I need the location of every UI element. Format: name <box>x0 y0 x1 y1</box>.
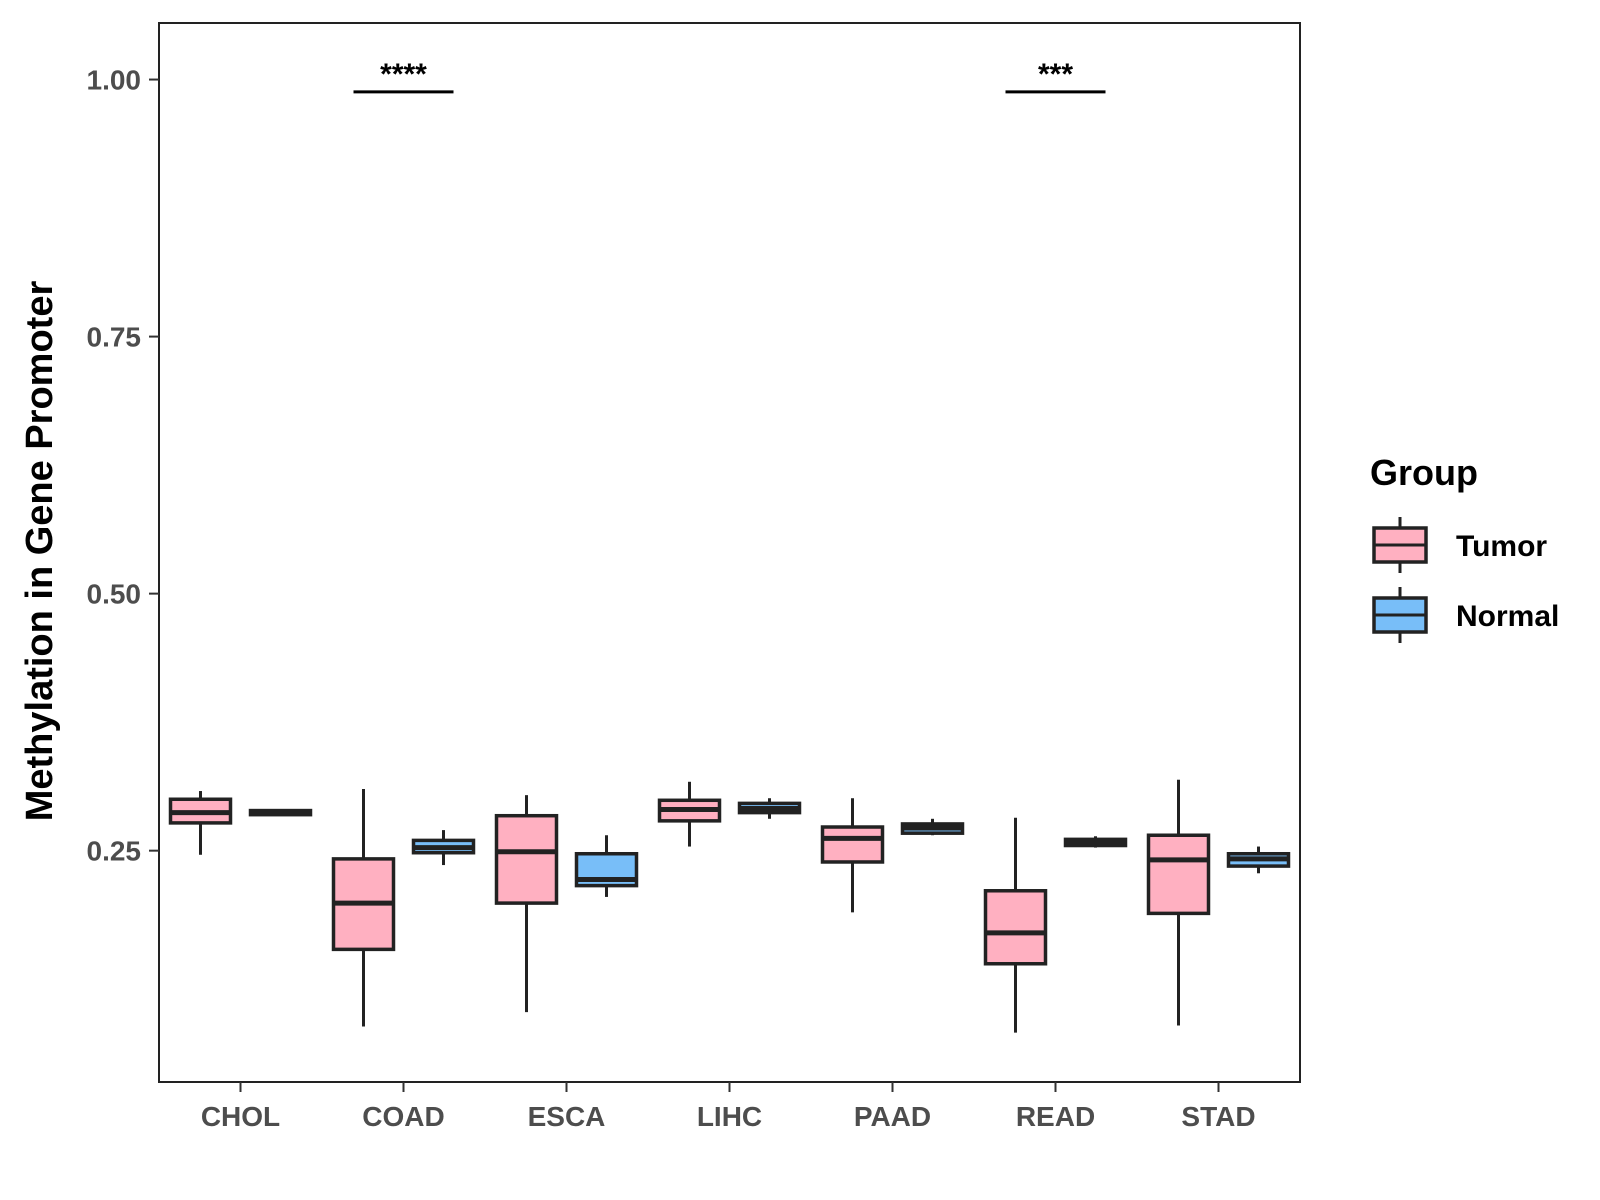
box-tumor-read <box>983 817 1048 1033</box>
legend-key-tumor <box>1372 517 1428 573</box>
y-axis-title: Methylation in Gene Promoter <box>19 281 61 822</box>
box-normal-stad <box>1226 846 1291 874</box>
x-tick-label: STAD <box>1181 1101 1255 1132</box>
legend-title: Group <box>1370 452 1478 493</box>
box-normal-esca <box>574 835 639 897</box>
box-body <box>820 825 885 864</box>
box-tumor-paad <box>820 798 885 913</box>
significance-label: *** <box>1038 58 1073 91</box>
legend-label-normal: Normal <box>1456 600 1559 633</box>
plot-area: **** *** <box>168 58 1291 1033</box>
box-normal-chol <box>248 808 313 817</box>
box-normal-read <box>1063 836 1128 848</box>
box-body <box>983 889 1048 966</box>
box-normal-paad <box>900 818 965 836</box>
x-tick-label: COAD <box>362 1101 444 1132</box>
box-tumor-coad <box>331 788 396 1027</box>
x-tick-label: READ <box>1016 1101 1095 1132</box>
box-body <box>494 813 559 905</box>
y-tick-label: 0.25 <box>87 836 142 867</box>
x-tick-label: LIHC <box>697 1101 762 1132</box>
y-tick-label: 0.50 <box>87 579 142 610</box>
y-tick-label: 1.00 <box>87 65 142 96</box>
box-normal-lihc <box>737 798 802 819</box>
legend: Group Tumor Normal <box>1370 452 1559 643</box>
box-normal-coad <box>411 830 476 866</box>
box-tumor-esca <box>494 795 559 1013</box>
y-tick-label: 0.75 <box>87 322 142 353</box>
box-body <box>1146 833 1211 916</box>
significance-label: **** <box>380 58 427 91</box>
x-tick-label: ESCA <box>528 1101 606 1132</box>
box-tumor-chol <box>168 791 233 855</box>
box-tumor-stad <box>1146 779 1211 1026</box>
x-tick-label: PAAD <box>854 1101 931 1132</box>
box-tumor-lihc <box>657 781 722 847</box>
axes: 0.25 0.50 0.75 1.00 CHOL COAD ESCA LIHC PAAD READ… <box>87 22 1301 1132</box>
plot-panel-border <box>158 22 1301 1083</box>
legend-key-normal <box>1372 587 1428 643</box>
x-tick-label: CHOL <box>201 1101 280 1132</box>
legend-label-tumor: Tumor <box>1456 530 1547 563</box>
